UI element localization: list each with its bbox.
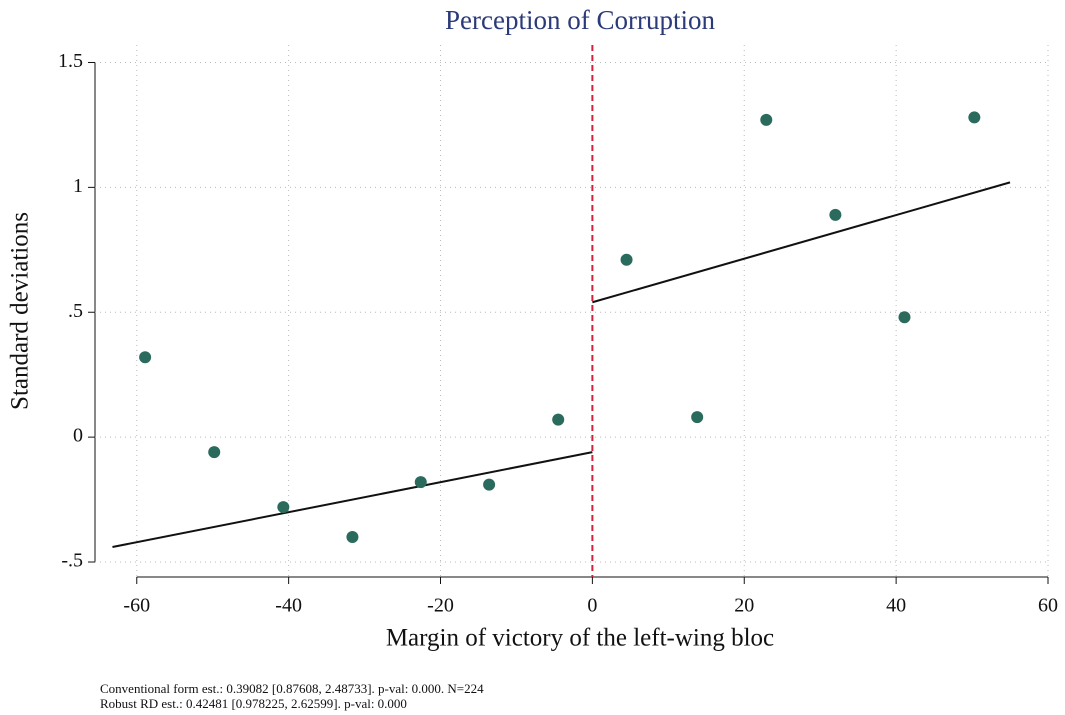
- y-tick-label: 0: [73, 425, 83, 447]
- point: [483, 478, 496, 491]
- point: [968, 111, 981, 124]
- x-tick-label: -60: [123, 595, 150, 617]
- x-tick-label: -40: [275, 595, 302, 617]
- x-axis-label: Margin of victory of the left-wing bloc: [386, 625, 774, 652]
- point: [208, 446, 221, 459]
- y-tick-label: -.5: [61, 550, 83, 572]
- fit-line: [592, 181, 1011, 304]
- y-axis-label: Standard deviations: [7, 212, 34, 410]
- x-tick-label: 40: [886, 595, 906, 617]
- y-tick-label: .5: [68, 300, 83, 322]
- point: [414, 476, 427, 489]
- point: [760, 113, 773, 126]
- point: [139, 351, 152, 364]
- note: Robust RD est.: 0.42481 [0.978225, 2.625…: [100, 696, 407, 711]
- point: [691, 411, 704, 424]
- x-tick-label: 0: [587, 595, 597, 617]
- x-tick-label: 60: [1038, 595, 1058, 617]
- x-tick-label: -20: [427, 595, 454, 617]
- point: [898, 311, 911, 324]
- y-tick-label: 1: [73, 175, 83, 197]
- x-tick-label: 20: [734, 595, 754, 617]
- point: [620, 253, 633, 266]
- point: [552, 413, 565, 426]
- chart-title: Perception of Corruption: [445, 5, 715, 35]
- point: [346, 531, 359, 544]
- point: [277, 501, 290, 514]
- y-tick-label: 1.5: [58, 50, 83, 72]
- fit-line: [112, 451, 593, 549]
- note: Conventional form est.: 0.39082 [0.87608…: [100, 681, 484, 696]
- point: [829, 208, 842, 221]
